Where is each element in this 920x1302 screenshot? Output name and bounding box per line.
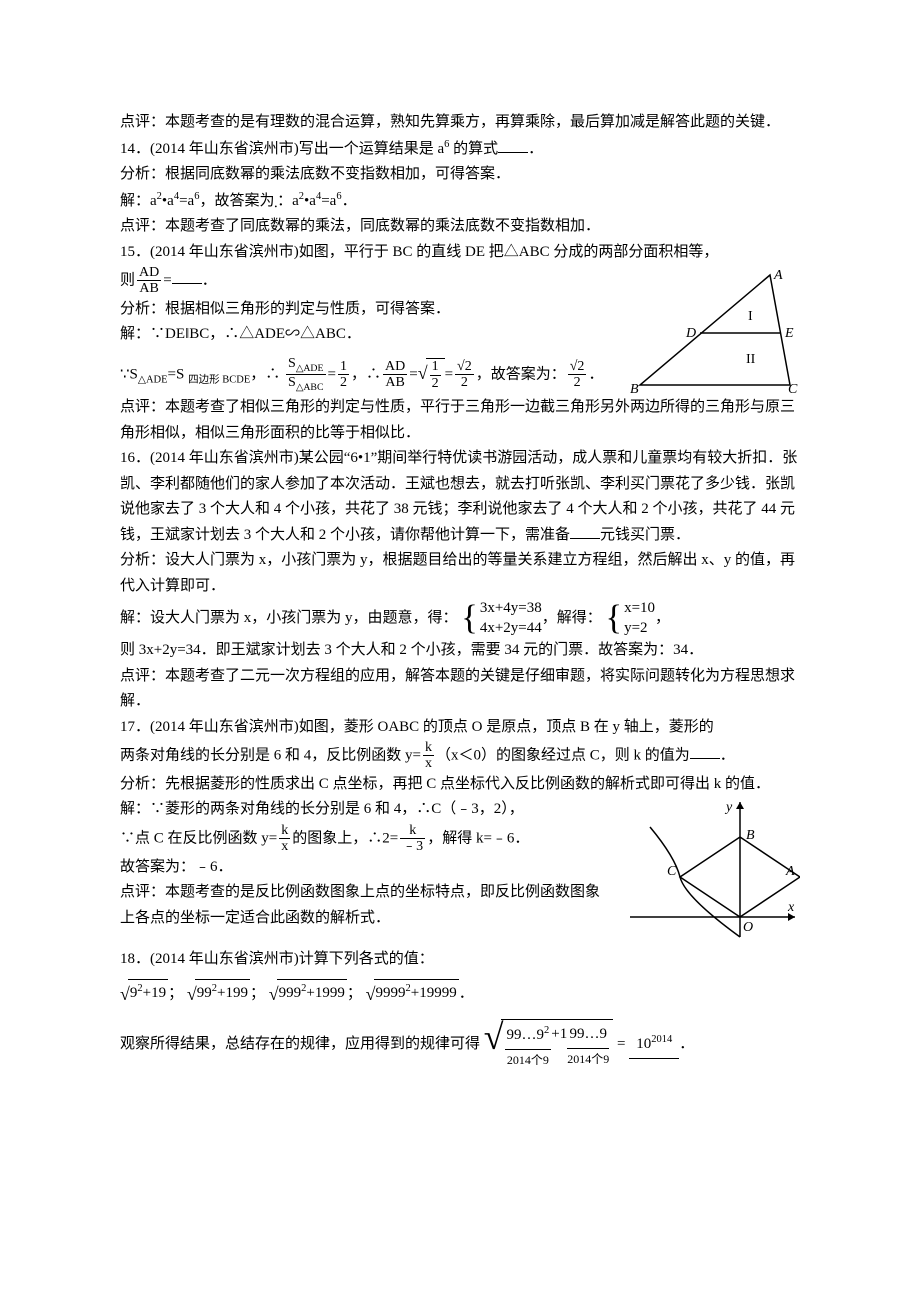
frac-ad-ab: ADAB [137,265,161,297]
sqrt-half: 12 [418,358,445,391]
q16-comment: 点评：本题考查了二元一次方程组的应用，解答本题的关键是仔细审题，将实际问题转化为… [120,664,800,715]
sep: ； [168,986,183,1002]
sep: ； [250,986,265,1002]
q15-title: 15．(2014 年山东省滨州市)如图，平行于 BC 的直线 DE 把△ABC … [120,240,800,266]
q18-l1: 18．(2014 年山东省滨州市)计算下列各式的值： [120,947,800,973]
q14-analysis: 分析：根据同底数幂的乘法底数不变指数相加，可得答案． [120,162,800,188]
sqrt-e2: 992+199 [187,979,250,1010]
txt: 的图象上，∴2= [292,830,398,846]
q14-solution: 解：a2•a4=a6，故答案为•：a2•a4=a6． [120,188,800,215]
svg-text:E: E [784,326,794,341]
txt: （x＜0）的图象经过点 C，则 k 的值为 [436,747,690,763]
eq: = [613,1036,629,1052]
txt: 则 [120,272,135,288]
q16-sol2: 则 3x+2y=34．即王斌家计划去 3 个大人和 2 个小孩，需要 34 元的… [120,638,800,664]
blank [172,268,202,284]
txt: ，故答案为 [199,193,274,209]
txt: ∵S [120,366,138,382]
txt: ，故答案为： [476,366,566,382]
txt: 观察所得结果，总结存在的规律，应用得到的规律可得 [120,1036,480,1052]
sub: △ADE [138,374,168,385]
sqrt-e3: 9992+1999 [269,979,347,1010]
q16-analysis: 分析：设大人门票为 x，小孩门票为 y，根据题目给出的等量关系建立方程组，然后解… [120,548,800,599]
q17-l1: 17．(2014 年山东省滨州市)如图，菱形 OABC 的顶点 O 是原点，顶点… [120,715,800,741]
q16-body: 16．(2014 年山东省滨州市)某公园“6•1”期间举行特优读书游园活动，成人… [120,446,800,548]
svg-text:B: B [746,828,755,843]
txt: 元钱买门票． [600,527,690,543]
q16-sol: 解：设大人门票为 x，小孩门票为 y，由题意，得： 3x+4y=384x+2y=… [120,599,800,638]
sqrt-general: √ 99…922014个9+1 99…92014个9 [484,1019,614,1070]
sqrt-e4: 99992+19999 [366,979,459,1010]
svg-text:y: y [724,800,733,815]
svg-text:C: C [788,382,798,395]
txt: ，解得： [542,610,602,626]
frac-half: 12 [338,359,349,391]
blank [498,137,528,153]
equation-system-1: 3x+4y=384x+2y=44 [461,599,541,638]
q14-stem: 14．(2014 年山东省滨州市)写出一个运算结果是 a [120,141,444,157]
frac-rt2b: √22 [568,359,587,391]
txt: ． [202,272,217,288]
frac-km3: k﹣3 [400,823,425,855]
sub: 四边形 BCDE [188,374,250,385]
txt: = [163,272,171,288]
sqrt-e1: 92+19 [120,979,168,1010]
q18-l3: 观察所得结果，总结存在的规律，应用得到的规律可得 √ 99…922014个9+1… [120,1019,800,1070]
svg-text:O: O [743,920,753,935]
frac-rt2: √22 [455,359,474,391]
frac-kx: kx [423,740,434,772]
txt: ∵点 C 在反比例函数 y= [120,830,277,846]
txt: ， [655,610,670,626]
txt: =S [168,366,189,382]
blank [690,743,720,759]
txt: ，∴ [250,366,280,382]
period: ． [679,1036,694,1052]
svg-text:I: I [748,309,753,324]
q18-expressions: 92+19； 992+199； 9992+1999； 99992+19999． [120,979,800,1010]
svg-text:D: D [685,326,696,341]
svg-text:A: A [785,864,795,879]
txt: 解：设大人门票为 x，小孩门票为 y，由题意，得： [120,610,458,626]
txt: ，解得 k=﹣6． [427,830,529,846]
underbrace-1: 99…922014个9 [505,1022,552,1070]
q17-l2: 两条对角线的长分别是 6 和 4，反比例函数 y=kx（x＜0）的图象经过点 C… [120,740,800,772]
txt: 16．(2014 年山东省滨州市)某公园“6•1”期间举行特优读书游园活动，成人… [120,450,797,543]
q14-comment: 点评：本题考查了同底数幂的乘法，同底数幂的乘法底数不变指数相加． [120,214,800,240]
svg-text:x: x [787,900,795,915]
frac-sratio: S△ADES△ABC [286,356,325,394]
frac-kx2: kx [279,823,290,855]
txt: 两条对角线的长分别是 6 和 4，反比例函数 [120,747,405,763]
svg-text:II: II [746,352,756,367]
underbrace-2: 99…92014个9 [567,1022,609,1069]
q14-tail: 的算式 [449,141,498,157]
blank [570,523,600,539]
answer-blank: 102014 [629,1031,679,1059]
svg-text:A: A [773,268,783,283]
txt: 解：a [120,193,157,209]
svg-text:B: B [630,382,639,395]
equation-system-2: x=10y=2 [606,599,656,638]
txt: +1 [551,1022,567,1048]
q17-analysis: 分析：先根据菱形的性质求出 C 点坐标，再把 C 点坐标代入反比例函数的解析式即… [120,772,800,798]
frac-adab2: ADAB [383,359,407,391]
q14-title: 14．(2014 年山东省滨州市)写出一个运算结果是 a6 的算式． [120,136,800,163]
figure-triangle: A D E B C I II [630,265,800,395]
q15-comment: 点评：本题考查了相似三角形的判定与性质，平行于三角形一边截三角形另外两边所得的三… [120,395,800,446]
figure-rhombus: O x y B C A [620,797,800,947]
p13-comment: 点评：本题考查的是有理数的混合运算，熟知先算乘方，再算乘除，最后算加减是解答此题… [120,110,800,136]
svg-text:C: C [667,864,677,879]
period: ． [459,986,474,1002]
sep: ； [347,986,362,1002]
